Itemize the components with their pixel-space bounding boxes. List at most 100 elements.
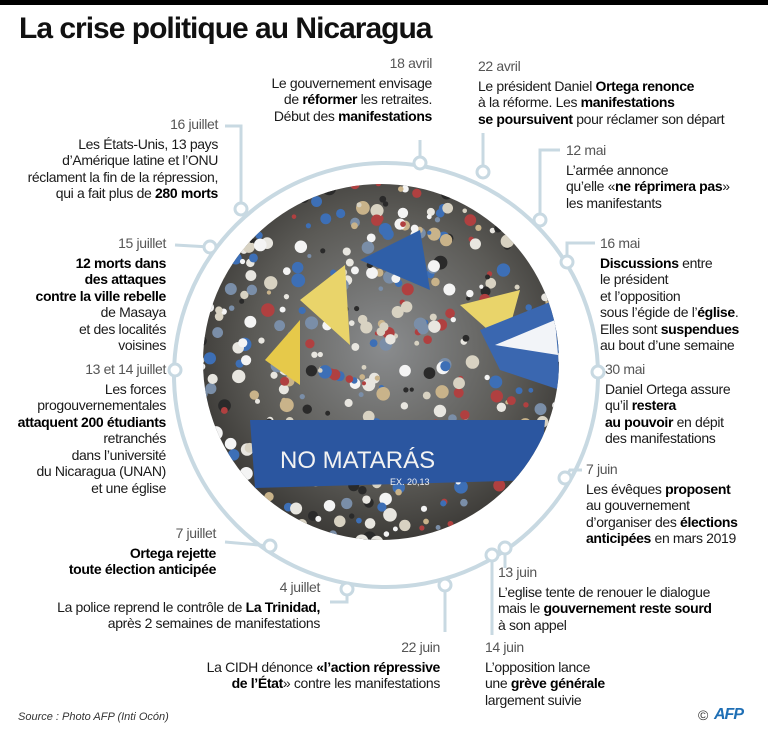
crowd-speck	[320, 213, 332, 225]
crowd-speck	[453, 377, 465, 390]
crowd-speck	[409, 387, 414, 392]
event-text: le président	[600, 271, 669, 287]
event-text-line: les manifestants	[566, 195, 730, 212]
crowd-speck	[305, 223, 311, 229]
event-text-line: du Nicaragua (UNAN)	[18, 463, 166, 480]
crowd-speck	[371, 214, 383, 226]
event-text: les retraites.	[357, 91, 433, 107]
crowd-speck	[370, 204, 384, 218]
event-13-14-juillet: 13 et 14 juillet Les forces progouvernemen…	[18, 361, 167, 496]
crowd-speck	[379, 492, 392, 506]
crowd-speck	[361, 364, 367, 370]
leader-line-16-juillet	[225, 124, 243, 209]
event-16-juillet: 16 juillet Les États-Unis, 13 pays d’Améri…	[28, 116, 219, 202]
crowd-speck	[246, 284, 258, 296]
event-text: L’armée annonce	[566, 161, 669, 178]
event-text-line: retranchés	[18, 430, 166, 447]
event-text-bold: élections	[680, 513, 738, 530]
crowd-speck	[238, 486, 251, 499]
crowd-speck	[264, 491, 274, 502]
event-text: Le gouvernement envisage	[271, 74, 433, 91]
crowd-speck	[560, 179, 565, 184]
crowd-speck	[410, 224, 419, 233]
event-text-line: à la réforme. Les manifestations	[478, 94, 724, 111]
crowd-speck	[489, 227, 496, 234]
crowd-speck	[447, 520, 454, 527]
crowd-speck	[458, 184, 464, 189]
event-text-line: 12 morts dans	[36, 255, 167, 272]
timeline-node-12-mai	[532, 212, 548, 228]
crowd-speck	[336, 208, 346, 219]
crowd-speck	[269, 521, 280, 532]
crowd-speck	[203, 355, 205, 365]
crowd-speck	[397, 541, 407, 551]
crowd-speck	[413, 317, 427, 331]
crowd-speck	[283, 294, 290, 300]
crowd-speck	[484, 374, 490, 381]
crowd-speck	[493, 479, 506, 492]
timeline-node-18-avril	[412, 155, 428, 171]
event-text: qui a fait plus de	[55, 185, 155, 201]
crowd-speck	[203, 502, 210, 512]
crowd-speck	[280, 376, 290, 386]
event-13-juin: 13 juin L’eglise tente de renouer le dial…	[498, 564, 712, 633]
event-text-bold: restera	[631, 397, 677, 413]
event-text: et une église	[91, 479, 166, 496]
event-text-line: une grève générale	[485, 675, 605, 692]
event-text: mais le	[498, 600, 544, 616]
event-text-line: de l’État» contre les manifestations	[207, 675, 441, 692]
crowd-speck	[391, 274, 401, 283]
crowd-speck	[317, 351, 323, 358]
crowd-speck	[226, 503, 231, 509]
crowd-speck	[204, 303, 210, 309]
event-text-line: L’eglise tente de renouer le dialogue	[498, 584, 712, 601]
event-date: 13 juin	[498, 564, 537, 580]
event-date: 7 juillet	[175, 525, 217, 541]
crowd-speck	[400, 301, 413, 313]
crowd-speck	[295, 526, 307, 538]
crowd-speck	[552, 401, 559, 410]
crowd-speck	[351, 342, 360, 351]
crowd-speck	[299, 393, 305, 400]
crowd-speck	[366, 267, 378, 279]
crowd-speck	[243, 184, 256, 191]
event-text: et l’opposition	[600, 287, 681, 304]
crowd-speck	[403, 387, 409, 393]
crowd-speck	[489, 375, 503, 389]
crowd-speck	[362, 410, 375, 423]
crowd-speck	[315, 515, 322, 522]
event-16-mai: 16 mai Discussions entre le président et l’…	[600, 235, 739, 354]
crowd-speck	[203, 468, 208, 475]
event-text-line: au gouvernement	[586, 497, 738, 514]
crowd-speck	[341, 497, 353, 510]
crowd-speck	[560, 436, 571, 447]
event-text: sous l’égide de l’	[600, 304, 698, 320]
event-date: 16 juillet	[170, 116, 218, 132]
crowd-speck	[545, 467, 556, 478]
crowd-speck	[506, 528, 515, 537]
crowd-speck	[466, 289, 474, 298]
crowd-speck	[239, 298, 245, 304]
event-text: au bout d’une semaine	[600, 337, 735, 353]
crowd-speck	[518, 480, 527, 489]
crowd-speck	[255, 231, 263, 240]
crowd-speck	[523, 402, 529, 408]
crowd-speck	[522, 192, 534, 203]
event-text: les manifestants	[566, 194, 662, 211]
crowd-speck	[203, 352, 216, 365]
crowd-speck	[435, 208, 445, 218]
crowd-speck	[307, 547, 311, 551]
crowd-speck	[203, 363, 206, 371]
event-22-avril: 22 avril Le président Daniel Ortega renon…	[478, 58, 725, 127]
event-text-bold: ne réprimera pas	[615, 178, 723, 194]
crowd-speck	[203, 387, 208, 400]
crowd-speck	[259, 191, 265, 197]
event-text: et des localités	[78, 320, 166, 337]
crowd-speck	[264, 276, 278, 290]
protest-photo: NO MATARÁS EX. 20,13	[203, 179, 571, 551]
crowd-speck	[224, 283, 237, 295]
crowd-speck	[496, 263, 511, 277]
crowd-speck	[360, 321, 373, 334]
event-text-bold: proposent	[665, 480, 731, 497]
crowd-speck	[291, 214, 297, 219]
